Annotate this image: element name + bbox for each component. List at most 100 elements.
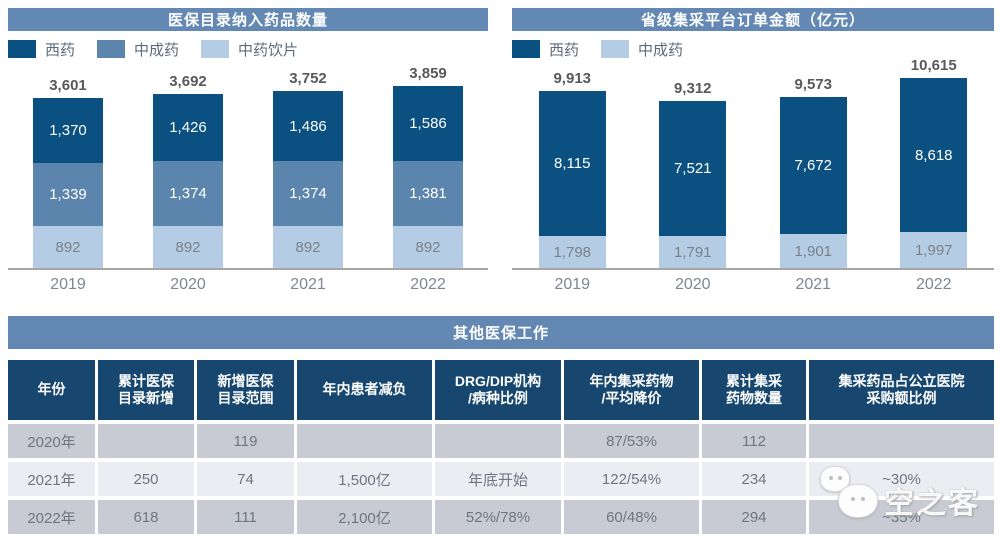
bar-segment: 892 (273, 226, 343, 268)
table-cell: 250 (98, 462, 194, 496)
bar-total-label: 3,859 (409, 65, 447, 82)
bar-group: 9,913 8,115 1,798 (538, 70, 606, 268)
legend-swatch-icon (601, 40, 630, 58)
chart-bars-area: 9,913 8,115 1,798 9,312 7,521 1,791 9,573 7,672… (512, 57, 994, 268)
bar-segment: 892 (393, 226, 463, 268)
legend-item: 中成药 (97, 39, 179, 60)
chart-bars-area: 3,601 1,370 1,339 892 3,692 1,426 1,374 892 3,75… (8, 58, 488, 268)
legend-label: 中药饮片 (238, 41, 299, 59)
stacked-bar: 8,618 1,997 (900, 78, 968, 268)
legend-label: 中成药 (134, 41, 180, 59)
bar-segment: 1,791 (659, 236, 727, 268)
legend-item: 中药饮片 (201, 39, 298, 60)
legend-swatch-icon (201, 40, 230, 58)
table-header-cell: 累计医保 目录新增 (98, 360, 194, 420)
bar-segment: 1,370 (33, 98, 103, 163)
bar-group: 3,859 1,586 1,381 892 (393, 65, 463, 268)
table-cell: 122/54% (564, 462, 699, 496)
table-cell: 2020年 (8, 424, 95, 458)
x-axis-label: 2022 (915, 276, 952, 293)
chart-legend: 西药 中成药 中药饮片 (8, 39, 488, 60)
table-header-cell: 累计集采 药物数量 (702, 360, 806, 420)
bar-segment: 1,586 (393, 86, 463, 161)
x-axis-label: 2019 (554, 276, 591, 293)
x-axis-label: 2019 (50, 276, 86, 293)
bar-group: 9,573 7,672 1,901 (779, 76, 847, 268)
table-cell: 112 (702, 424, 806, 458)
table-cell: 52%/78% (435, 500, 561, 534)
table-cell: 618 (98, 500, 194, 534)
chart-x-axis: 2019 2020 2021 2022 (8, 268, 488, 294)
x-axis-label: 2020 (674, 276, 711, 293)
x-axis-label: 2021 (290, 276, 326, 293)
chart-legend: 西药 中成药 (512, 39, 994, 60)
stacked-bar: 1,426 1,374 892 (153, 94, 223, 268)
table-cell (435, 424, 561, 458)
bar-segment: 1,901 (779, 234, 847, 268)
bar-segment: 1,486 (273, 91, 343, 161)
table-cell (98, 424, 194, 458)
legend-item: 中成药 (601, 39, 683, 60)
table-header-cell: 年份 (8, 360, 95, 420)
chart-panel-procurement-orders: 省级集采平台订单金额（亿元） 西药 中成药 9,913 8,115 1,798 9,31… (512, 8, 994, 294)
bar-segment: 8,618 (900, 78, 968, 232)
bar-total-label: 3,752 (289, 70, 327, 87)
chart-title-banner: 医保目录纳入药品数量 (8, 8, 488, 31)
table-cell: 294 (702, 500, 806, 534)
bar-group: 3,601 1,370 1,339 892 (33, 77, 103, 268)
bar-segment: 1,426 (153, 94, 223, 161)
bar-segment: 1,997 (900, 232, 968, 268)
legend-label: 西药 (45, 41, 76, 59)
charts-row: 医保目录纳入药品数量 西药 中成药 中药饮片 3,601 1,370 1,339 892 3… (8, 8, 994, 294)
table-cell: 234 (702, 462, 806, 496)
stacked-bar: 7,521 1,791 (659, 101, 727, 268)
legend-item: 西药 (512, 39, 579, 60)
table-cell: 2022年 (8, 500, 95, 534)
table-cell: 87/53% (564, 424, 699, 458)
table-cell: 1,500亿 (297, 462, 432, 496)
table-header-cell: 新增医保 目录范围 (197, 360, 294, 420)
table-cell: 119 (197, 424, 294, 458)
chart-title-banner: 省级集采平台订单金额（亿元） (512, 8, 994, 31)
table-cell: ~35% (809, 500, 994, 534)
table-cell: 60/48% (564, 500, 699, 534)
stacked-bar: 8,115 1,798 (538, 91, 606, 268)
legend-label: 西药 (549, 41, 580, 59)
bar-group: 9,312 7,521 1,791 (659, 80, 727, 268)
bar-segment: 7,672 (779, 97, 847, 234)
bar-segment: 7,521 (659, 101, 727, 236)
table-header-cell: 年内集采药物 /平均降价 (564, 360, 699, 420)
table-cell: 2,100亿 (297, 500, 432, 534)
stacked-bar: 1,486 1,374 892 (273, 91, 343, 268)
bar-total-label: 10,615 (910, 57, 957, 74)
bar-segment: 1,374 (153, 161, 223, 226)
table-header-cell: 集采药品占公立医院 采购额比例 (809, 360, 994, 420)
legend-label: 中成药 (638, 41, 684, 59)
bar-segment: 1,798 (538, 236, 606, 268)
chart-panel-medical-catalog: 医保目录纳入药品数量 西药 中成药 中药饮片 3,601 1,370 1,339 892 3… (8, 8, 488, 294)
legend-item: 西药 (8, 39, 75, 60)
stacked-bar: 1,370 1,339 892 (33, 98, 103, 268)
bar-group: 3,752 1,486 1,374 892 (273, 70, 343, 268)
bar-segment: 8,115 (538, 91, 606, 236)
bar-segment: 1,374 (273, 161, 343, 226)
stacked-bar: 7,672 1,901 (779, 97, 847, 268)
bar-group: 10,615 8,618 1,997 (900, 57, 968, 268)
bar-segment: 1,339 (33, 163, 103, 226)
legend-swatch-icon (512, 40, 540, 58)
table-cell: 年底开始 (435, 462, 561, 496)
bar-segment: 1,381 (393, 161, 463, 226)
table-cell: ~30% (809, 462, 994, 496)
table-cell (809, 424, 994, 458)
bar-total-label: 9,312 (673, 80, 712, 97)
chart-x-axis: 2019 2020 2021 2022 (512, 268, 994, 294)
legend-swatch-icon (8, 40, 36, 58)
table-header-cell: 年内患者减负 (297, 360, 432, 420)
bar-total-label: 3,601 (49, 77, 87, 94)
bar-total-label: 9,913 (553, 70, 592, 87)
table-cell: 111 (197, 500, 294, 534)
bar-segment: 892 (153, 226, 223, 268)
bar-total-label: 9,573 (794, 76, 833, 93)
x-axis-label: 2021 (795, 276, 832, 293)
